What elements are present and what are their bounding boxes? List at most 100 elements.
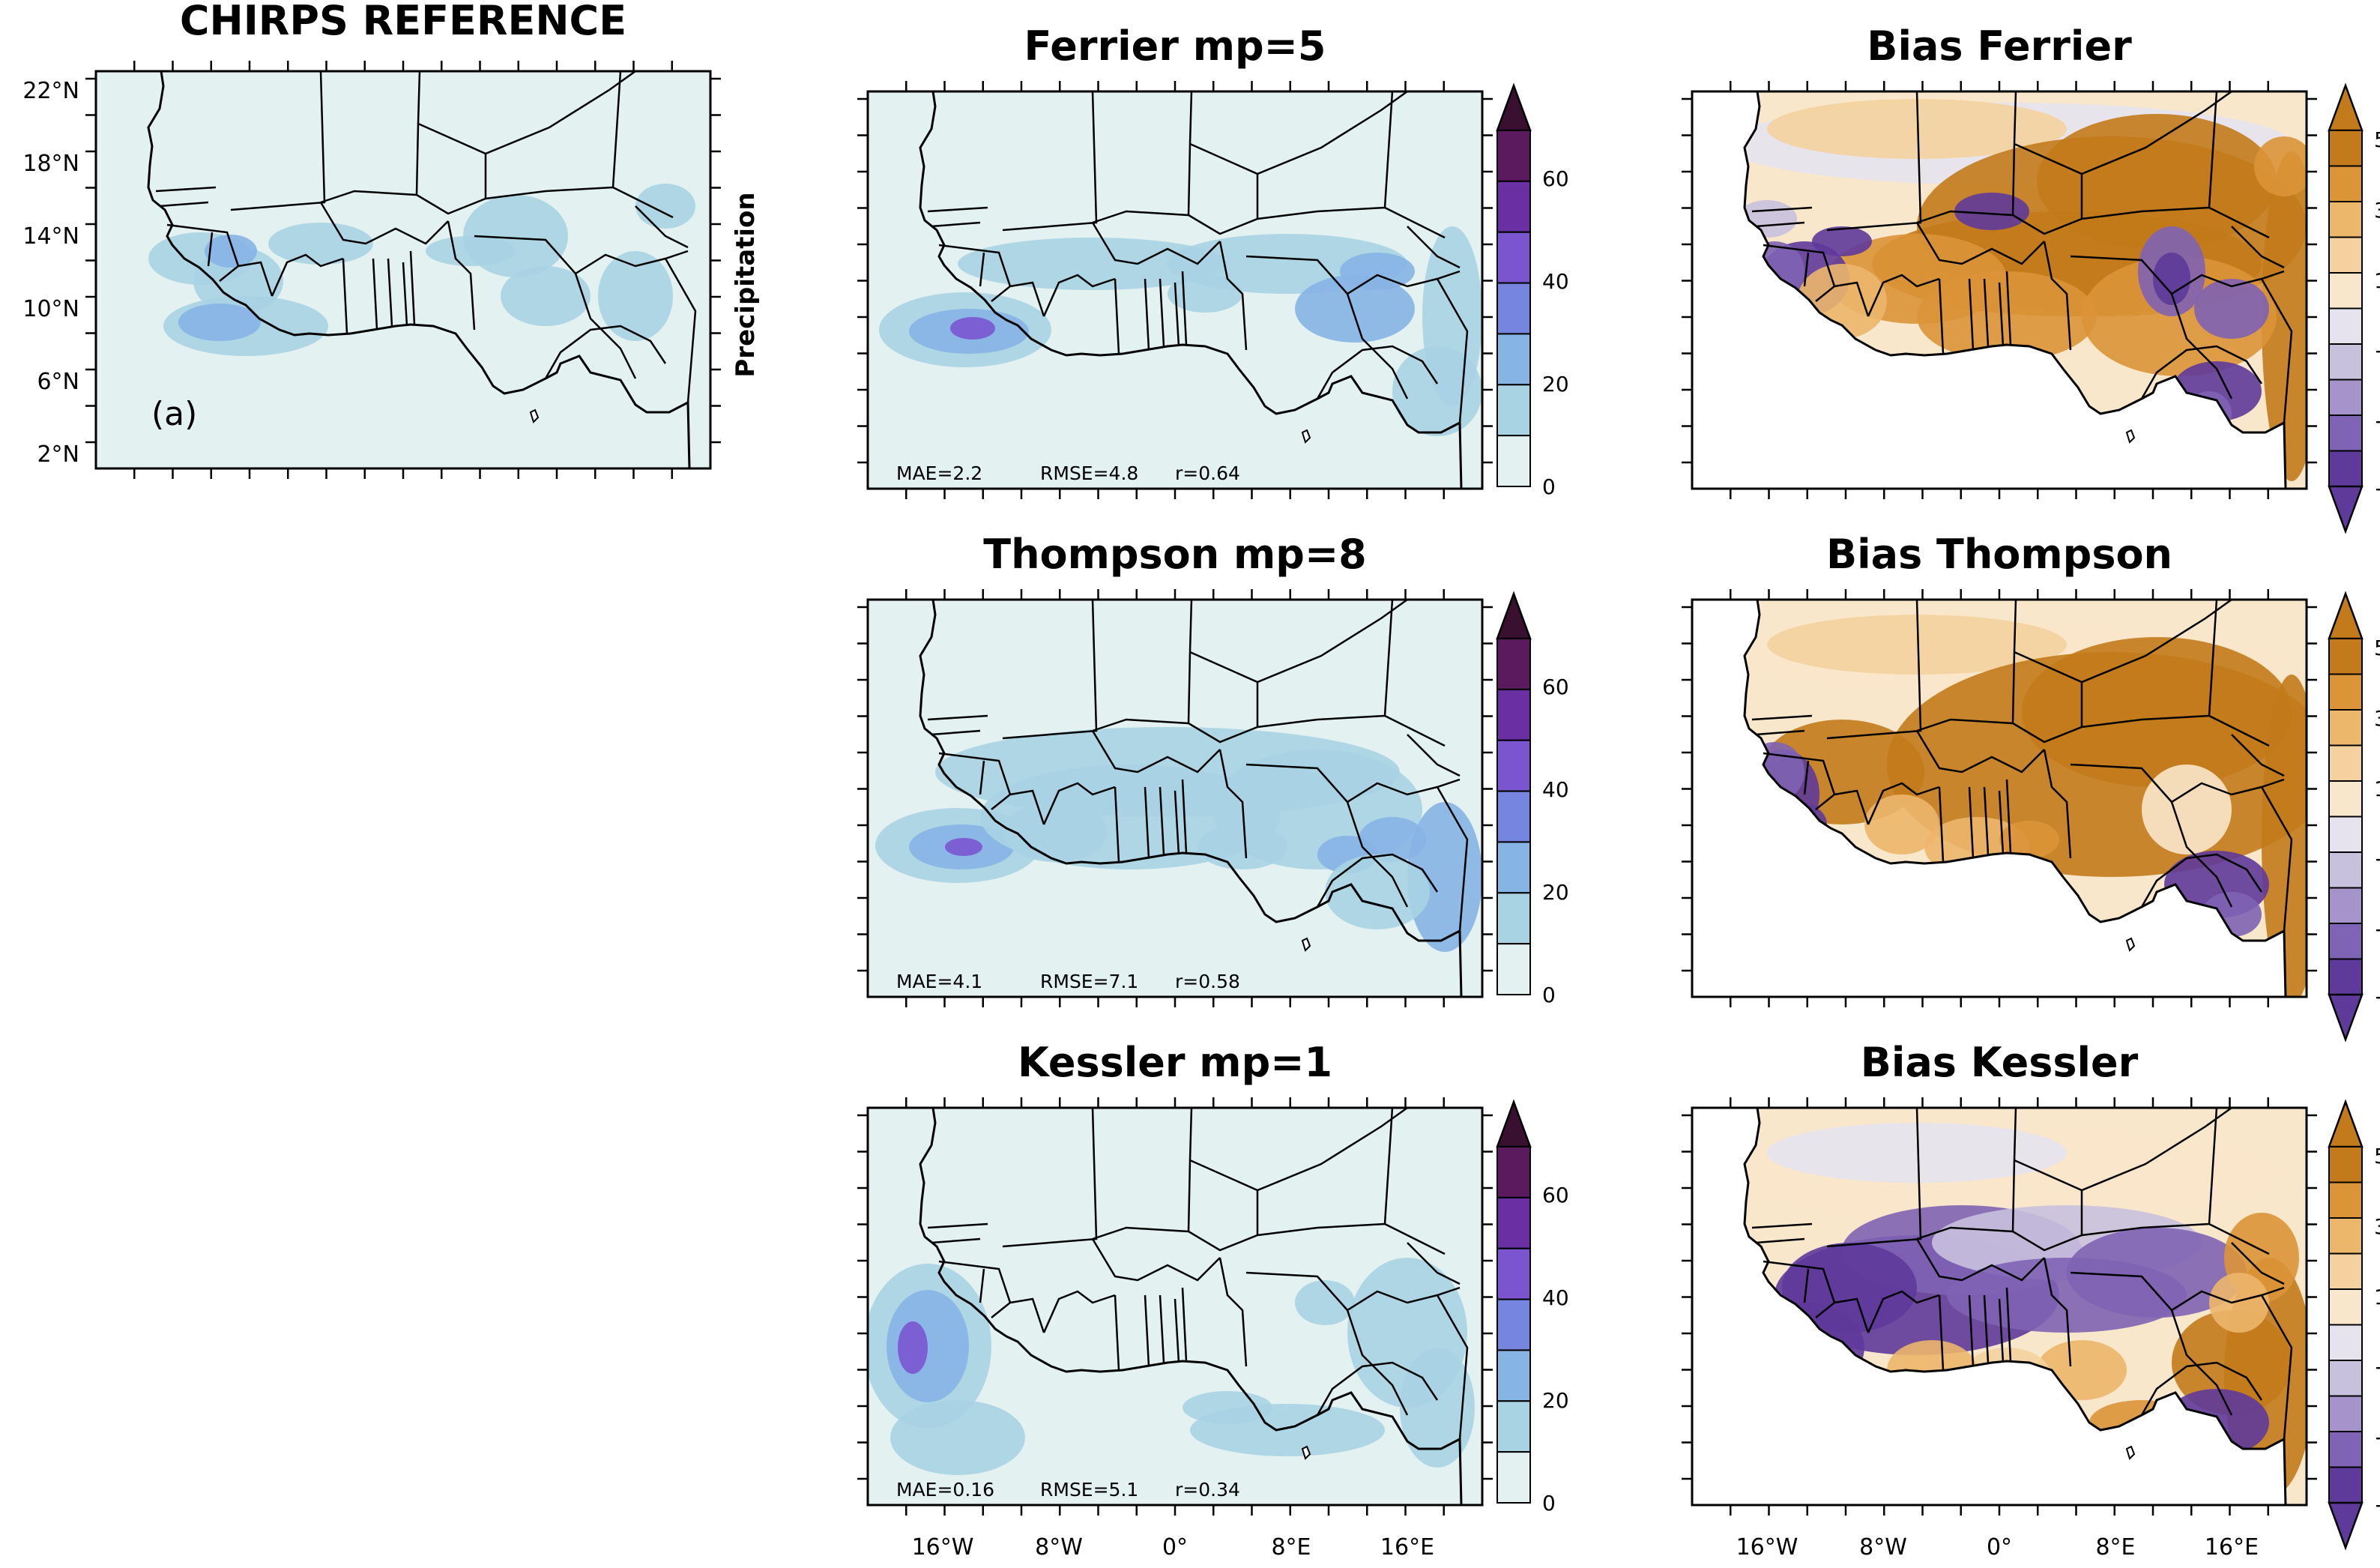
colorbar-label: 60 <box>1542 166 1569 191</box>
colorbar-segment <box>1496 892 1531 945</box>
colorbar-label: 3 <box>2374 1214 2380 1239</box>
field-contour <box>178 304 261 341</box>
field-contour <box>1295 275 1415 343</box>
colorbar-segment <box>2328 923 2363 960</box>
longitude-tick-label: 8°E <box>2095 1534 2135 1561</box>
colorbar-label: 5 <box>2374 636 2380 660</box>
field-contour <box>950 317 995 340</box>
field-contour <box>2254 136 2307 196</box>
colorbar-segment <box>2328 1324 2363 1361</box>
colorbar-label: 1 <box>2374 1285 2380 1309</box>
colorbar-label: 60 <box>1542 675 1569 699</box>
colorbar-segment <box>1496 688 1531 741</box>
map-fill-layer <box>868 1108 1482 1505</box>
field-contour <box>2037 1340 2127 1400</box>
colorbar-segment <box>1496 943 1531 995</box>
colorbar-label: −5 <box>2374 477 2380 501</box>
field-contour <box>1400 1348 1475 1468</box>
colorbar-label: 0 <box>1542 474 1556 499</box>
bias-map <box>1682 589 2317 1007</box>
colorbar-label: −3 <box>2374 1426 2380 1450</box>
precipitation-colorbar: 0 20 40 60 <box>1496 82 1569 499</box>
colorbar-segment <box>1496 180 1531 233</box>
colorbar-label: 5 <box>2374 127 2380 152</box>
colorbar-segment <box>1496 130 1531 182</box>
field-contour <box>635 184 695 229</box>
field-contour <box>1767 1123 2067 1183</box>
colorbar-label: 20 <box>1542 372 1569 396</box>
colorbar-segment <box>1496 384 1531 437</box>
colorbar-segment <box>2328 165 2363 202</box>
field-contour <box>2202 892 2262 937</box>
field-contour <box>598 251 673 341</box>
field-layer <box>868 600 1482 997</box>
colorbar-segment <box>1496 1247 1531 1300</box>
longitude-tick-label: 8°W <box>1035 1534 1083 1561</box>
colorbar-label: 5 <box>2374 1144 2380 1169</box>
field-contour <box>2153 253 2190 305</box>
bias-title: Bias Kessler <box>1861 1039 2139 1086</box>
field-contour <box>2022 637 2292 787</box>
colorbar-segment <box>1496 841 1531 894</box>
colorbar-label: 40 <box>1542 1285 1569 1310</box>
colorbar-label: −3 <box>2374 409 2380 434</box>
colorbar-bottom-arrow <box>2328 993 2364 1043</box>
colorbar-segment <box>2328 1466 2363 1504</box>
colorbar-label: 40 <box>1542 269 1569 294</box>
colorbar-segment <box>1496 333 1531 386</box>
field-contour <box>2142 765 2232 854</box>
colorbar-segment <box>2328 958 2363 995</box>
rmse-stat: RMSE=5.1 <box>1040 1479 1138 1501</box>
colorbar-segment <box>1496 1298 1531 1351</box>
colorbar-segment <box>2328 1217 2363 1255</box>
colorbar-segment <box>2328 272 2363 310</box>
field-contour <box>1767 615 2067 675</box>
map-fill-layer <box>868 91 1482 489</box>
colorbar-top-arrow <box>2328 82 2364 132</box>
colorbar-label: 3 <box>2374 198 2380 223</box>
map-fill-layer <box>96 71 710 468</box>
colorbar-top-arrow <box>2328 1099 2364 1148</box>
map-fill-layer <box>868 600 1482 997</box>
colorbar-segment <box>2328 1288 2363 1326</box>
bias-map <box>1682 1097 2317 1516</box>
colorbar-top-arrow <box>2328 591 2364 640</box>
field-layer <box>1692 1108 2307 1505</box>
colorbar-segment <box>1496 1400 1531 1453</box>
longitude-tick-label: 16°E <box>2205 1534 2259 1561</box>
field-contour <box>1745 1303 1864 1393</box>
field-contour <box>945 838 982 856</box>
field-contour <box>1407 802 1482 952</box>
longitude-tick-label: 16°W <box>912 1534 974 1561</box>
longitude-tick-label: 8°W <box>1859 1534 1907 1561</box>
model-map <box>857 81 1493 499</box>
model-title: Ferrier mp=5 <box>1024 22 1326 70</box>
field-contour <box>1340 253 1415 290</box>
longitude-tick-label: 16°W <box>1736 1534 1798 1561</box>
colorbar-segment <box>2328 638 2363 675</box>
field-contour <box>1003 802 1108 862</box>
field-contour <box>898 1321 928 1374</box>
colorbar-segment <box>2328 709 2363 747</box>
field-contour <box>1737 200 1797 238</box>
colorbar-segment <box>2328 343 2363 381</box>
map-fill-layer <box>1692 600 2307 997</box>
bias-colorbar: 5 3 1 −1 −3 −5 <box>2328 591 2380 1043</box>
correlation-stat: r=0.34 <box>1175 1479 1240 1501</box>
field-contour <box>1168 275 1242 313</box>
colorbar-segment <box>2328 815 2363 853</box>
colorbar-top-arrow <box>1496 591 1532 640</box>
colorbar-segment <box>2328 1360 2363 1397</box>
colorbar-segment <box>2328 201 2363 238</box>
field-contour <box>2164 1389 2269 1456</box>
field-contour <box>1999 821 2059 858</box>
colorbar-label: 1 <box>2374 268 2380 293</box>
mae-stat: MAE=4.1 <box>896 971 982 992</box>
field-contour <box>1183 1391 1272 1424</box>
precipitation-colorbar: 0 20 40 60 <box>1496 591 1569 1007</box>
field-contour <box>1197 824 1287 869</box>
colorbar-segment <box>1496 1349 1531 1402</box>
bias-title: Bias Thompson <box>1826 531 2172 578</box>
rmse-stat: RMSE=4.8 <box>1040 462 1138 484</box>
bias-title: Bias Ferrier <box>1867 22 2132 70</box>
